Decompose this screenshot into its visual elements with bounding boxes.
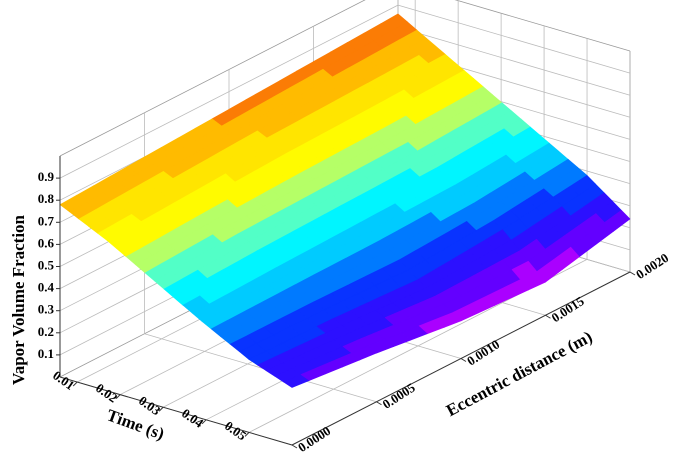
y-tick-label: 0.0020	[633, 250, 671, 282]
z-tick-label: 0.9	[38, 169, 55, 184]
z-tick-label: 0.5	[38, 257, 55, 272]
x-tick-label: 0.03	[136, 393, 164, 419]
y-tick	[629, 271, 636, 276]
x-tick	[115, 394, 121, 399]
z-tick-label: 0.1	[38, 346, 54, 361]
z-tick-label: 0.7	[38, 213, 55, 228]
z-tick-label: 0.4	[38, 280, 55, 295]
grid-line	[397, 26, 631, 96]
y-tick	[291, 444, 298, 449]
x-tick-label: 0.05	[222, 418, 250, 444]
grid-line	[144, 333, 377, 403]
x-tick-label: 0.04	[179, 405, 207, 431]
axis-line	[59, 376, 293, 446]
z-tick-label: 0.6	[38, 235, 55, 250]
y-tick	[545, 314, 551, 319]
y-tick	[376, 401, 382, 406]
z-tick-label: 0.2	[38, 324, 54, 339]
x-tick-label: 0.01	[50, 368, 77, 393]
y-tick-label: 0.0000	[295, 423, 333, 455]
x-tick	[244, 432, 250, 437]
x-tick	[158, 406, 164, 412]
y-tick-label: 0.0010	[464, 336, 502, 368]
surface	[59, 13, 631, 388]
z-tick-label: 0.8	[38, 191, 55, 206]
y-tick-label: 0.0005	[380, 379, 419, 411]
y-tick-label: 0.0015	[549, 293, 588, 325]
z-tick-label: 0.3	[38, 302, 55, 317]
x-tick	[72, 381, 78, 387]
x-tick	[201, 419, 207, 425]
grid-line	[397, 4, 631, 74]
x-tick-label: 0.02	[93, 380, 120, 405]
y-axis-label: Eccentric distance (m)	[443, 327, 595, 420]
surface-patch	[282, 374, 310, 388]
y-tick	[460, 358, 467, 362]
box-edge	[454, 0, 631, 52]
z-axis-label: Vapor Volume Fraction	[9, 214, 28, 385]
